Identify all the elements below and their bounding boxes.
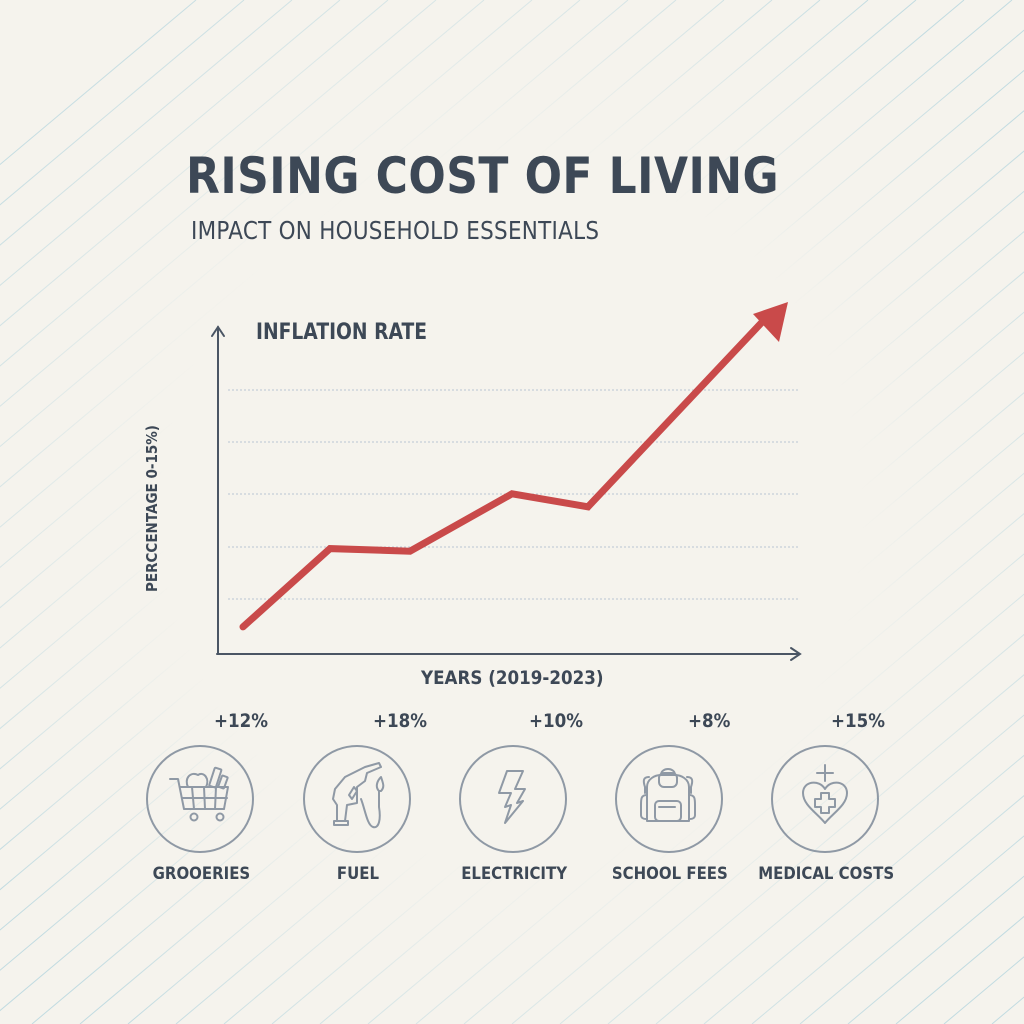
inflation-line bbox=[239, 310, 774, 631]
x-axis-arrow-icon bbox=[790, 647, 802, 661]
category-change: +10% bbox=[529, 710, 584, 732]
category-label: SCHOOL FEES bbox=[612, 864, 728, 884]
heart-medical-icon bbox=[802, 764, 848, 824]
icon-circle bbox=[303, 745, 411, 853]
icon-circle bbox=[459, 745, 567, 853]
category-label: FUEL bbox=[336, 864, 380, 884]
icon-circle bbox=[615, 745, 723, 853]
category-item-groceries: +12% GROOERIES bbox=[121, 710, 281, 890]
category-item-medical-costs: +15% MEDICAL COSTS bbox=[746, 710, 906, 890]
category-label: ELECTRICITY bbox=[461, 864, 567, 884]
icon-circle bbox=[771, 745, 879, 853]
category-label: MEDICAL COSTS bbox=[758, 864, 894, 884]
category-change: +12% bbox=[214, 710, 269, 732]
chart-title: INFLATION RATE bbox=[256, 320, 428, 345]
category-label: GROOERIES bbox=[152, 864, 250, 884]
category-change: +15% bbox=[831, 710, 886, 732]
backpack-icon bbox=[640, 768, 696, 822]
icon-circle bbox=[146, 745, 254, 853]
page-title: RISING COST OF LIVING bbox=[186, 147, 780, 205]
category-change: +8% bbox=[688, 710, 731, 732]
trend-arrowhead-icon bbox=[753, 302, 788, 342]
y-axis-arrow-icon bbox=[211, 325, 225, 337]
fuel-pump-icon bbox=[332, 762, 385, 829]
category-item-school-fees: +8% SCHOOL FEES bbox=[590, 710, 750, 890]
lightning-bolt-icon bbox=[498, 770, 526, 824]
x-axis-label: YEARS (2019-2023) bbox=[421, 667, 604, 689]
category-item-electricity: +10% ELECTRICITY bbox=[434, 710, 594, 890]
category-item-fuel: +18% FUEL bbox=[278, 710, 438, 890]
category-change: +18% bbox=[373, 710, 428, 732]
chart-axes bbox=[211, 325, 802, 661]
shopping-cart-icon bbox=[169, 766, 229, 822]
page-subtitle: IMPACT ON HOUSEHOLD ESSENTIALS bbox=[191, 216, 600, 245]
